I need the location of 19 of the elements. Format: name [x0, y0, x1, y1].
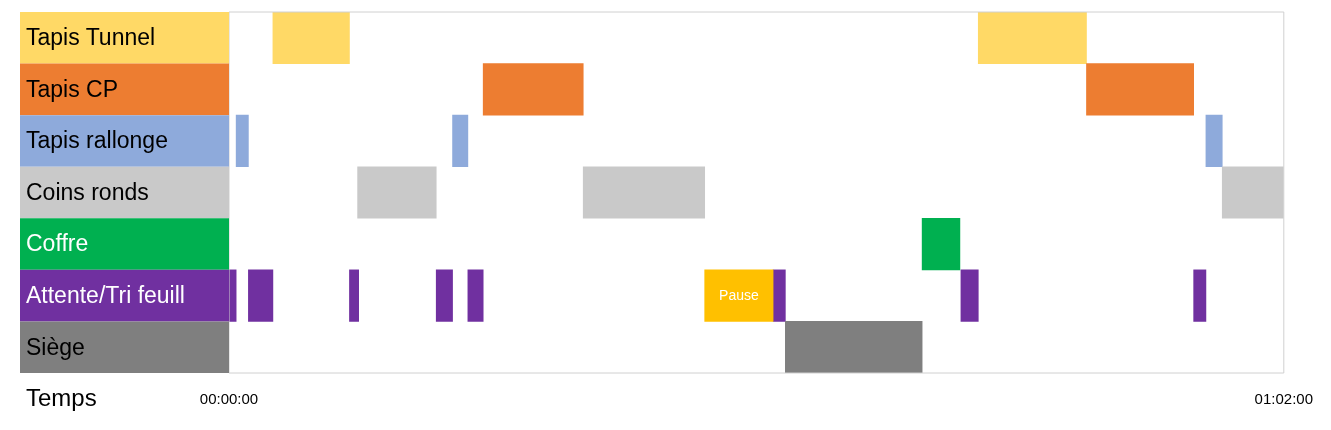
bar — [772, 269, 786, 322]
y-tick-label: Coins ronds — [26, 178, 149, 205]
y-tick-label: Siège — [26, 333, 85, 360]
bar — [704, 269, 774, 322]
data-label: Pause — [719, 286, 759, 303]
x-tick-label: 01:02:00 — [1254, 390, 1313, 408]
y-tick-label: Tapis rallonge — [26, 127, 168, 154]
bar — [435, 269, 453, 322]
y-tick-label: Tapis Tunnel — [26, 24, 156, 51]
bar — [785, 321, 923, 373]
y-tick-label: Coffre — [26, 230, 89, 257]
bar — [960, 269, 979, 322]
x-axis-title: Temps — [26, 383, 97, 411]
bar — [467, 269, 484, 322]
bar — [921, 217, 961, 271]
y-tick-label: Tapis CP — [26, 75, 119, 102]
y-tick-label: Attente/Tri feuill — [26, 281, 185, 308]
bar — [1193, 269, 1207, 322]
x-tick-label: 00:00:00 — [199, 390, 259, 408]
